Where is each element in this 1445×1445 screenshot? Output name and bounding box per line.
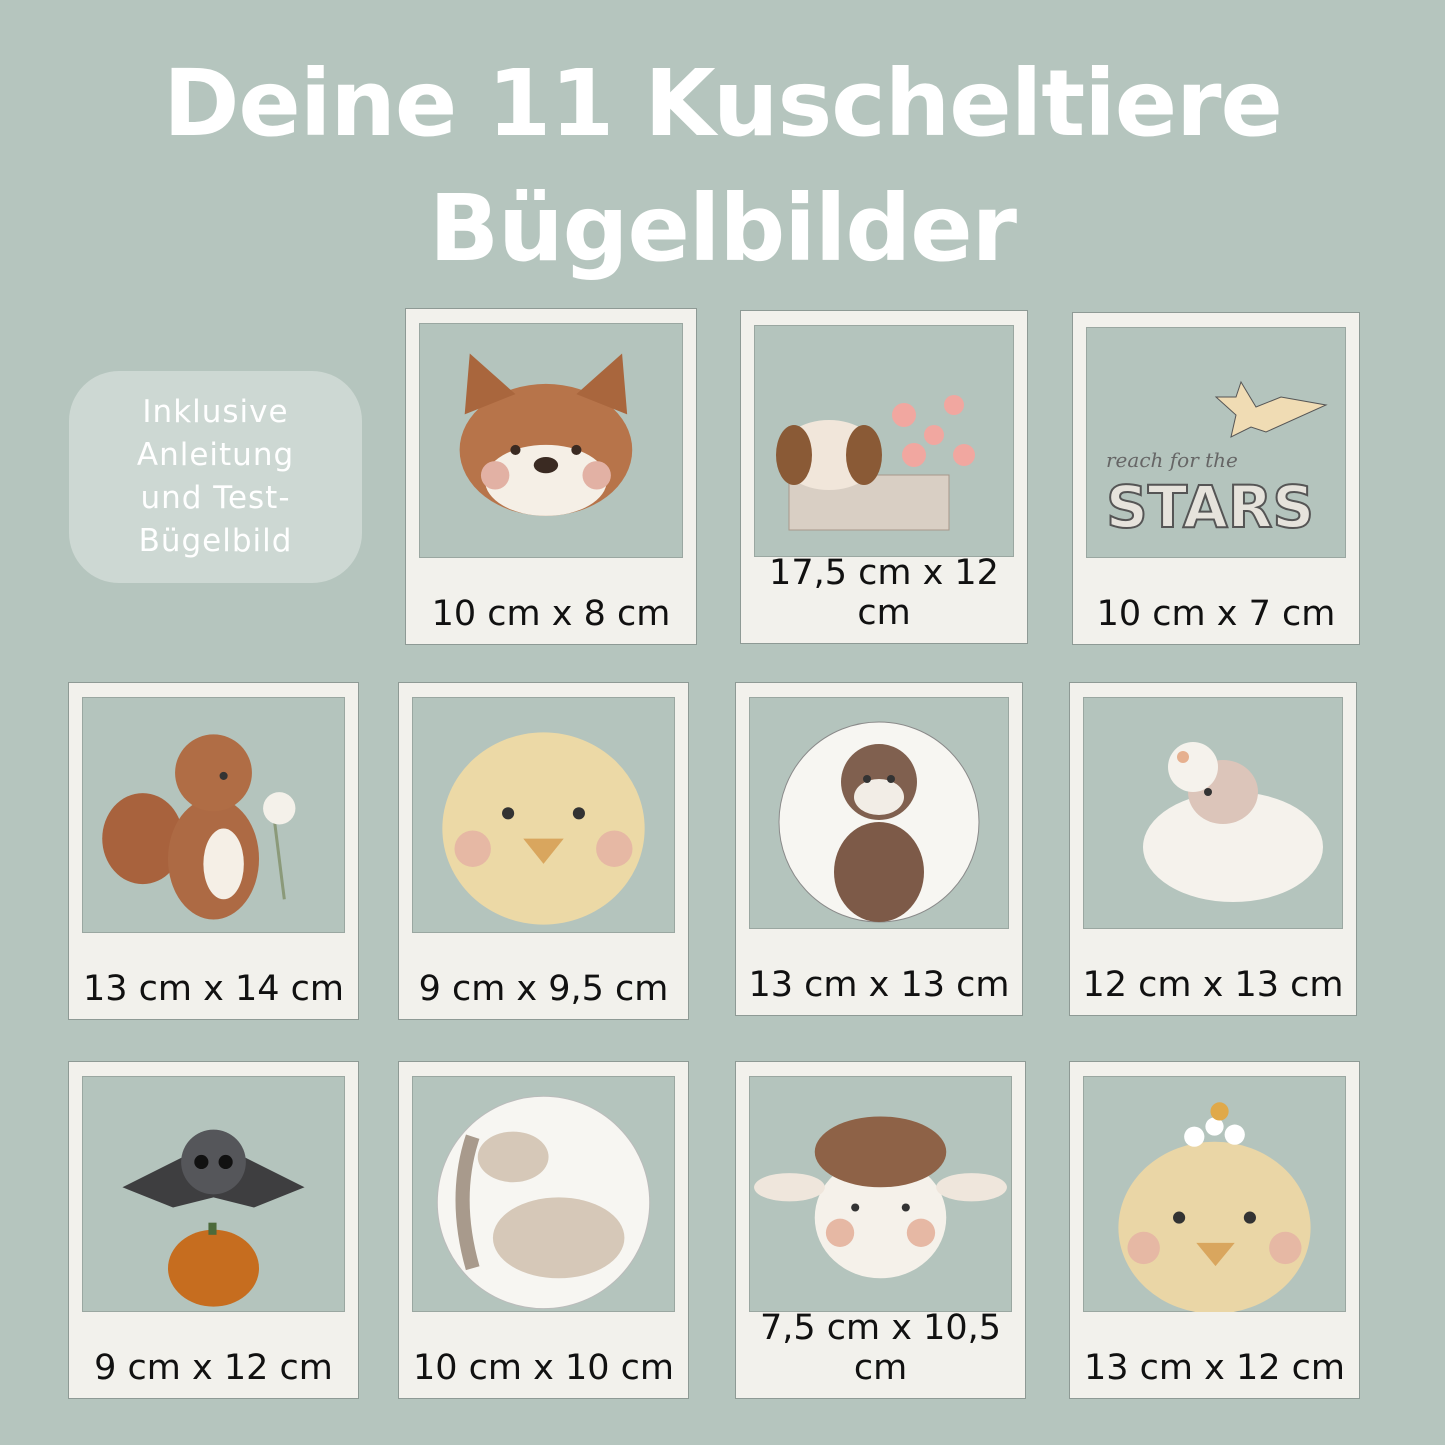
size-label: 7,5 cm x 10,5 cm xyxy=(759,1308,1002,1388)
squirrel-illustration xyxy=(82,697,345,933)
size-label: 13 cm x 14 cm xyxy=(83,969,344,1009)
sticker-card-bat-on-pumpkin: 9 cm x 12 cm xyxy=(69,1062,358,1398)
size-label: 17,5 cm x 12 cm xyxy=(769,553,999,633)
sticker-card-chick: 9 cm x 9,5 cm xyxy=(399,683,688,1019)
info-badge: Inklusive Anleitung und Test-Bügelbild xyxy=(69,371,362,583)
horse-illustration xyxy=(412,1076,675,1312)
svg-text:reach for the: reach for the xyxy=(1106,448,1238,472)
size-label: 13 cm x 12 cm xyxy=(1084,1348,1345,1388)
sticker-card-sheep: 7,5 cm x 10,5 cm xyxy=(736,1062,1025,1398)
sticker-card-lamb: 12 cm x 13 cm xyxy=(1070,683,1356,1015)
sheep-illustration xyxy=(749,1076,1012,1312)
sticker-card-squirrel: 13 cm x 14 cm xyxy=(69,683,358,1019)
shooting-star-illustration: reach for the STARS xyxy=(1086,327,1346,558)
badge-text: Inklusive Anleitung und Test-Bügelbild xyxy=(136,394,295,559)
sticker-card-chick-with-flowers: 13 cm x 12 cm xyxy=(1070,1062,1359,1398)
size-label: 9 cm x 12 cm xyxy=(94,1348,333,1388)
size-label: 10 cm x 10 cm xyxy=(413,1348,674,1388)
title-line-1: Deine 11 Kuscheltiere xyxy=(163,50,1283,157)
sticker-card-fox: 13 cm x 13 cm xyxy=(736,683,1022,1015)
lamb-illustration xyxy=(1083,697,1343,929)
sticker-card-shooting-star: reach for the STARS 10 cm x 7 cm xyxy=(1073,313,1359,644)
size-label: 10 cm x 8 cm xyxy=(431,594,671,634)
size-label: 13 cm x 13 cm xyxy=(748,965,1010,1005)
chick-illustration xyxy=(412,697,675,933)
fox-illustration xyxy=(749,697,1009,929)
sticker-card-cat: 10 cm x 8 cm xyxy=(406,309,696,644)
size-label: 10 cm x 7 cm xyxy=(1096,594,1336,634)
title-line-2: Bügelbilder xyxy=(429,175,1017,282)
sticker-card-horse: 10 cm x 10 cm xyxy=(399,1062,688,1398)
bat-on-pumpkin-illustration xyxy=(82,1076,345,1312)
size-label: 9 cm x 9,5 cm xyxy=(418,969,669,1009)
puppy-in-flower-box-illustration xyxy=(754,325,1014,557)
sticker-card-puppy-in-flower-box: 17,5 cm x 12 cm xyxy=(741,311,1027,643)
chick-with-flowers-illustration xyxy=(1083,1076,1346,1312)
svg-text:STARS: STARS xyxy=(1106,473,1314,541)
size-label: 12 cm x 13 cm xyxy=(1082,965,1344,1005)
cat-illustration xyxy=(419,323,683,558)
